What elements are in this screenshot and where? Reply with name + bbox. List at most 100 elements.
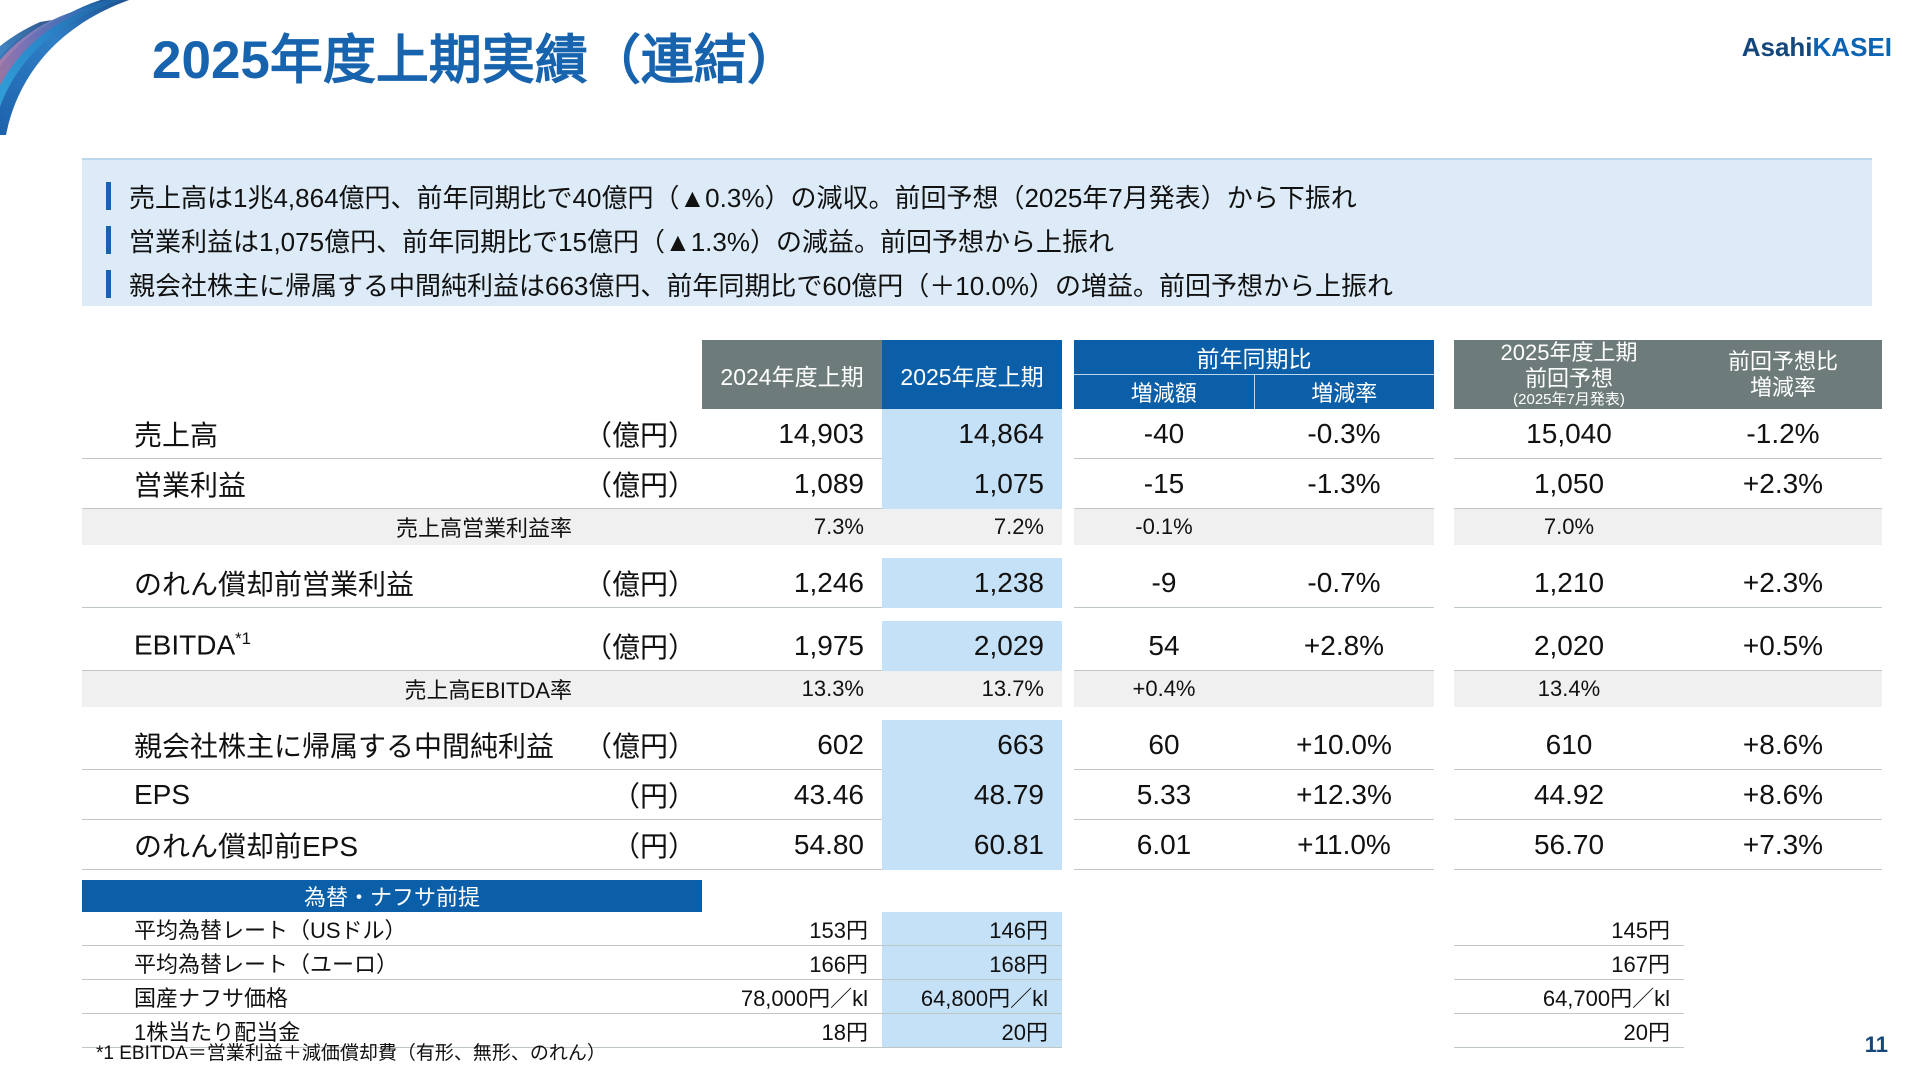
cell-2024: 1,975 (702, 621, 882, 671)
cell-yoy-amount: 60 (1074, 720, 1254, 770)
assumption-2024: 153円 (702, 912, 883, 946)
results-table: 2024年度上期 2025年度上期 前年同期比 2025年度上期 前回予想 (2… (82, 340, 1882, 870)
forecast-line-1: 2025年度上期 (1500, 340, 1638, 366)
cell-yoy-rate: -0.7% (1254, 558, 1434, 608)
cell-label: EBITDA*1 (82, 621, 582, 671)
assumption-blank-3 (1684, 912, 1882, 946)
cell-forecast-rate: +2.3% (1684, 458, 1882, 509)
header-blank-unit (582, 340, 702, 409)
cell-2024: 1,246 (702, 558, 882, 608)
summary-line-1: 売上高は1兆4,864億円、前年同期比で40億円（▲0.3%）の減収。前回予想（… (106, 174, 1872, 218)
assumption-gap (1062, 1013, 1075, 1048)
assumption-blank-3 (1684, 1014, 1882, 1048)
cell-2024: 43.46 (702, 769, 882, 820)
assumptions-table: 為替・ナフサ前提 平均為替レート（USドル） 153円 146円 145円 平均為替レー… (82, 880, 1882, 1048)
cell-unit: （円） (582, 769, 702, 820)
cell-label: のれん償却前営業利益 (82, 558, 582, 608)
forecast-cmp-line-2: 増減率 (1749, 374, 1816, 400)
cell-yoy-rate (1254, 670, 1434, 707)
cell-2025: 1,238 (882, 558, 1062, 608)
assumption-label: 1株当たり配当金 (82, 1013, 703, 1048)
cell-2024: 1,089 (702, 458, 882, 509)
cell-2024: 13.3% (702, 670, 882, 707)
cell-yoy-amount: 6.01 (1074, 819, 1254, 870)
cell-gap (1434, 720, 1454, 770)
cell-2024: 7.3% (702, 508, 882, 545)
cell-forecast-rate (1684, 670, 1882, 707)
assumption-label: 国産ナフサ価格 (82, 979, 703, 1014)
assumption-2025: 20円 (882, 1013, 1063, 1048)
cell-unit: （円） (582, 819, 702, 870)
cell-unit (582, 508, 702, 545)
cell-gap (1434, 508, 1454, 545)
assumption-blank-3 (1684, 980, 1882, 1014)
cell-2024: 54.80 (702, 819, 882, 870)
cell-forecast: 2,020 (1454, 621, 1684, 671)
cell-yoy-rate: +2.8% (1254, 621, 1434, 671)
bullet-bar-icon (106, 226, 111, 254)
header-row-2: 増減額 増減率 (82, 374, 1882, 409)
assumption-gap-2 (1434, 945, 1455, 980)
assumption-2025: 168円 (882, 945, 1063, 980)
header-blank-label (82, 340, 582, 409)
header-gap-2 (1434, 340, 1454, 409)
cell-gap (1062, 558, 1074, 608)
table-spacer-row (82, 707, 1882, 720)
header-col-2024: 2024年度上期 (702, 340, 882, 409)
summary-line-3-text: 親会社株主に帰属する中間純利益は663億円、前年同期比で60億円（＋10.0%）… (129, 270, 1394, 301)
cell-label: のれん償却前EPS (82, 819, 582, 870)
table-row: 売上高 （億円） 14,903 14,864 -40 -0.3% 15,040 -1.2% (82, 409, 1882, 459)
assumption-blank-1 (1074, 1014, 1254, 1048)
cell-forecast: 56.70 (1454, 819, 1684, 870)
summary-highlight-box: 売上高は1兆4,864億円、前年同期比で40億円（▲0.3%）の減収。前回予想（… (82, 158, 1872, 306)
cell-2024: 602 (702, 720, 882, 770)
table-row: 売上高営業利益率 7.3% 7.2% -0.1% 7.0% (82, 508, 1882, 545)
assumption-label: 平均為替レート（USドル） (82, 912, 703, 946)
assumption-2025: 64,800円／kl (882, 979, 1063, 1014)
table-row: のれん償却前営業利益 （億円） 1,246 1,238 -9 -0.7% 1,210 +2.3… (82, 558, 1882, 608)
cell-gap (1062, 409, 1074, 459)
logo-asahi-text: Asahi (1741, 32, 1813, 62)
cell-yoy-amount: 54 (1074, 621, 1254, 671)
cell-unit: （億円） (582, 621, 702, 671)
assumptions-section: 為替・ナフサ前提 平均為替レート（USドル） 153円 146円 145円 平均為替レー… (82, 880, 1882, 1048)
cell-label: 営業利益 (82, 458, 582, 509)
forecast-line-2: 前回予想 (1524, 366, 1613, 392)
cell-gap (1062, 621, 1074, 671)
forecast-cmp-line-1: 前回予想比 (1727, 348, 1838, 374)
cell-label: EPS (82, 769, 582, 820)
financial-results-table: 2024年度上期 2025年度上期 前年同期比 2025年度上期 前回予想 (2… (82, 340, 1882, 870)
forecast-line-3: (2025年7月発表) (1513, 391, 1625, 409)
cell-yoy-rate: -0.3% (1254, 409, 1434, 459)
cell-label: 売上高EBITDA率 (82, 670, 582, 707)
cell-forecast: 1,210 (1454, 558, 1684, 608)
assumption-label: 平均為替レート（ユーロ） (82, 945, 703, 980)
cell-gap (1434, 769, 1454, 820)
cell-yoy-rate: -1.3% (1254, 458, 1434, 509)
cell-gap (1062, 720, 1074, 770)
assumption-blank-1 (1074, 946, 1254, 980)
cell-label: 売上高 (82, 409, 582, 459)
assumption-gap-2 (1434, 1013, 1455, 1048)
cell-unit (582, 670, 702, 707)
table-row: のれん償却前EPS （円） 54.80 60.81 6.01 +11.0% 56.70 +7.… (82, 819, 1882, 870)
cell-forecast: 15,040 (1454, 409, 1684, 459)
cell-2025: 1,075 (882, 458, 1062, 509)
assumption-gap-2 (1434, 912, 1455, 946)
assumption-gap (1062, 945, 1075, 980)
header-gap-1 (1062, 340, 1074, 409)
cell-yoy-rate: +10.0% (1254, 720, 1434, 770)
cell-gap (1062, 508, 1074, 545)
cell-gap (1062, 458, 1074, 509)
cell-yoy-amount: -40 (1074, 409, 1254, 459)
cell-forecast: 13.4% (1454, 670, 1684, 707)
table-header: 2024年度上期 2025年度上期 前年同期比 2025年度上期 前回予想 (2… (82, 340, 1882, 409)
table-spacer-row (82, 545, 1882, 558)
cell-yoy-amount: +0.4% (1074, 670, 1254, 707)
header-yoy-rate: 増減率 (1253, 374, 1434, 409)
summary-line-3: 親会社株主に帰属する中間純利益は663億円、前年同期比で60億円（＋10.0%）… (106, 262, 1872, 306)
bullet-bar-icon (106, 182, 111, 210)
cell-yoy-amount: 5.33 (1074, 769, 1254, 820)
assumption-row: 平均為替レート（ユーロ） 166円 168円 167円 (82, 945, 1882, 980)
cell-yoy-amount: -9 (1074, 558, 1254, 608)
